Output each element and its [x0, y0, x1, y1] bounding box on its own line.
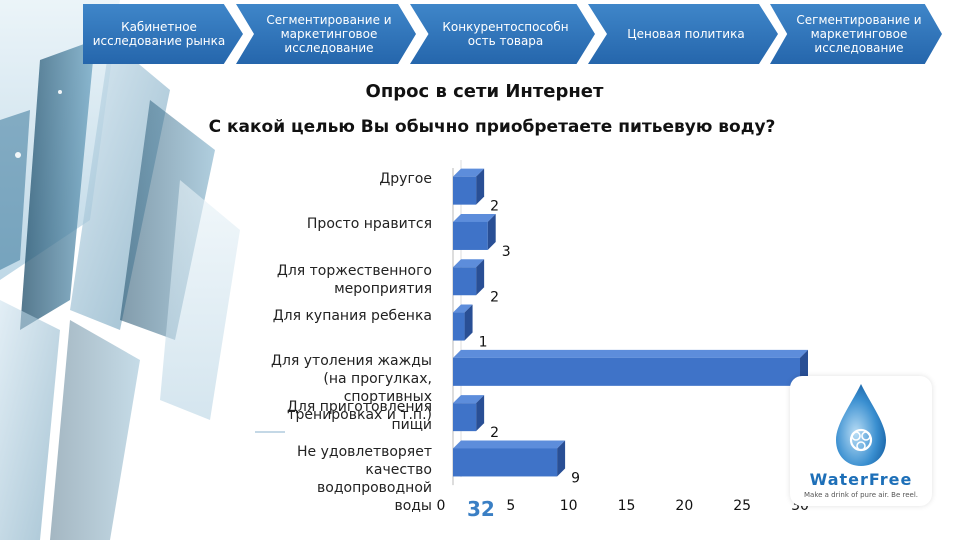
- nav-step-2[interactable]: Сегментирование и маркетинговое исследов…: [236, 4, 416, 64]
- nav-step-2-label: Сегментирование и маркетинговое исследов…: [266, 13, 392, 55]
- data-label: 2: [490, 289, 499, 305]
- data-label: 9: [571, 470, 580, 486]
- bar: [453, 448, 558, 477]
- category-label: Для приготовления пищи: [286, 399, 432, 433]
- category-label: Для утоления жажды (на прогулках, спорти…: [271, 353, 432, 423]
- data-label: 3: [502, 244, 511, 260]
- bar: [453, 403, 477, 432]
- survey-question: С какой целью Вы обычно приобретаете пит…: [208, 117, 776, 137]
- nav-step-1[interactable]: Кабинетное исследование рынка: [83, 4, 243, 64]
- bar: [453, 267, 477, 296]
- bar: [453, 312, 465, 341]
- bar-top: [453, 395, 485, 404]
- bar-side: [476, 259, 485, 296]
- category-label: Для торжественного мероприятия: [276, 263, 432, 297]
- x-tick-label: 20: [675, 498, 693, 514]
- bar-top: [453, 304, 473, 313]
- bar-side: [476, 395, 485, 432]
- x-tick-label: 25: [733, 498, 751, 514]
- page-title: Опрос в сети Интернет: [365, 81, 604, 102]
- nav-step-4[interactable]: Ценовая политика: [588, 4, 778, 64]
- bar: [453, 176, 477, 205]
- x-tick-label: 5: [506, 498, 515, 514]
- page-number: 32: [467, 497, 495, 521]
- water-drop-icon: [836, 384, 886, 466]
- nav-step-1-label: Кабинетное исследование рынка: [92, 20, 226, 48]
- bar-top: [453, 259, 485, 268]
- x-tick-label: 15: [618, 498, 636, 514]
- decorative-background: [0, 0, 285, 540]
- bar-side: [557, 440, 566, 477]
- bar-top: [453, 440, 566, 449]
- nav-step-4-label: Ценовая политика: [627, 27, 745, 41]
- category-label: Другое: [379, 171, 432, 187]
- bar-top: [453, 213, 496, 222]
- x-tick-label: 0: [437, 498, 446, 514]
- waterfree-logo: WaterFree Make a drink of pure air. Be r…: [790, 376, 932, 506]
- logo-tagline: Make a drink of pure air. Be reel.: [803, 491, 919, 499]
- bar: [453, 357, 800, 386]
- category-label: Просто нравится: [306, 216, 432, 232]
- bar-side: [464, 304, 473, 341]
- bar-top: [453, 168, 485, 177]
- nav-step-3[interactable]: Конкурентоспособн ость товара: [410, 4, 595, 64]
- category-label: Не удовлетворяет качество водопроводной …: [297, 444, 432, 514]
- category-label: Для купания ребенка: [272, 308, 432, 324]
- data-label: 2: [490, 199, 499, 215]
- nav-step-5[interactable]: Сегментирование и маркетинговое исследов…: [770, 4, 942, 64]
- logo-wordmark: WaterFree: [809, 470, 913, 489]
- bar-top: [453, 349, 808, 358]
- data-label: 2: [490, 425, 499, 441]
- data-label: 1: [479, 335, 488, 351]
- bar: [453, 221, 488, 250]
- bar-side: [487, 213, 496, 250]
- nav-step-3-label: Конкурентоспособн ость товара: [442, 20, 569, 48]
- x-tick-label: 10: [560, 498, 578, 514]
- nav-step-5-label: Сегментирование и маркетинговое исследов…: [796, 13, 922, 55]
- bar-side: [476, 168, 485, 205]
